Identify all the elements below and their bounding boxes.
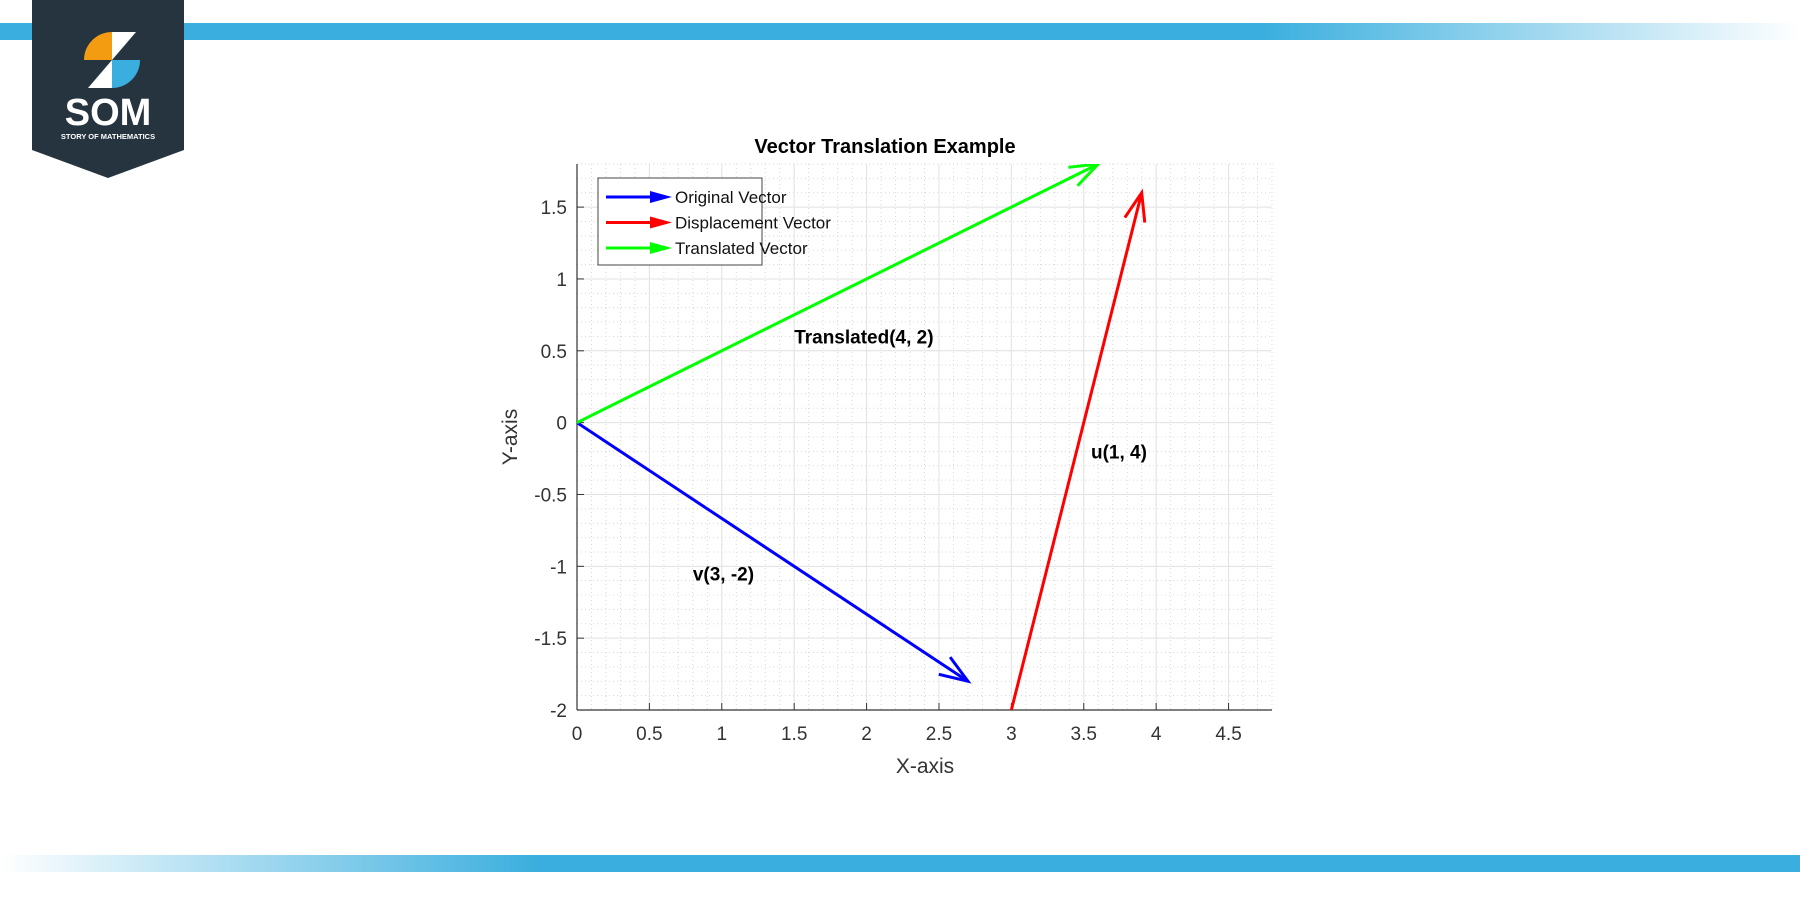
vector-label: v(3, -2) <box>693 565 754 586</box>
annotations: Translated(4, 2) v(3, -2) u(1, 4) <box>693 327 1147 585</box>
legend: Original Vector Displacement Vector Transl… <box>597 177 831 266</box>
x-tick-label: 4.5 <box>1215 724 1241 745</box>
x-axis-label: X-axis <box>896 755 954 778</box>
vector-shaft <box>577 164 1099 424</box>
logo-text: SOM <box>65 92 152 134</box>
legend-entry: Original Vector <box>675 188 787 207</box>
vector-shaft <box>1009 192 1144 710</box>
legend-arrow-icon <box>650 216 672 229</box>
y-tick-label: 0 <box>556 414 567 435</box>
x-tick-label: 0 <box>572 724 583 745</box>
x-tick-label: 0.5 <box>636 724 662 745</box>
y-tick-label: -2 <box>550 701 567 722</box>
axes <box>576 164 1272 711</box>
x-tick-label: 1 <box>717 724 728 745</box>
top-accent-bar <box>0 23 1800 40</box>
y-tick-label: -1 <box>550 557 567 578</box>
tick-labels: 0 0.5 1 1.5 2 2.5 3 3.5 4 4.5 -2 -1.5 -1 -0.5 0 0.5 1 1.5 <box>534 198 1242 745</box>
chart-title: Vector Translation Example <box>754 136 1015 158</box>
x-tick-label: 2 <box>861 724 872 745</box>
legend-entry: Displacement Vector <box>675 214 831 233</box>
legend-entry: Translated Vector <box>675 239 808 258</box>
y-axis-label: Y-axis <box>499 409 522 465</box>
y-tick-label: -1.5 <box>534 629 567 650</box>
som-logo: SOM STORY OF MATHEMATICS <box>32 0 184 178</box>
y-tick-label: 0.5 <box>541 342 567 363</box>
vector-shaft <box>577 421 969 683</box>
x-tick-label: 3.5 <box>1071 724 1097 745</box>
legend-arrow-icon <box>650 242 672 254</box>
vector-label: u(1, 4) <box>1091 442 1147 463</box>
x-tick-label: 3 <box>1006 724 1017 745</box>
legend-arrow-icon <box>650 191 672 203</box>
logo-subtitle: STORY OF MATHEMATICS <box>61 132 155 141</box>
y-tick-label: 1 <box>556 270 567 291</box>
vector-arrowhead <box>938 656 972 684</box>
x-tick-label: 2.5 <box>926 724 952 745</box>
x-tick-label: 4 <box>1151 724 1162 745</box>
vector-arrowhead <box>1068 164 1101 187</box>
vectors <box>577 164 1147 710</box>
vector-label: Translated(4, 2) <box>794 327 933 348</box>
vector-arrowhead <box>1123 188 1147 223</box>
y-tick-label: 1.5 <box>541 198 567 219</box>
y-tick-label: -0.5 <box>534 485 567 506</box>
x-tick-label: 1.5 <box>781 724 807 745</box>
bottom-accent-bar <box>0 855 1800 872</box>
